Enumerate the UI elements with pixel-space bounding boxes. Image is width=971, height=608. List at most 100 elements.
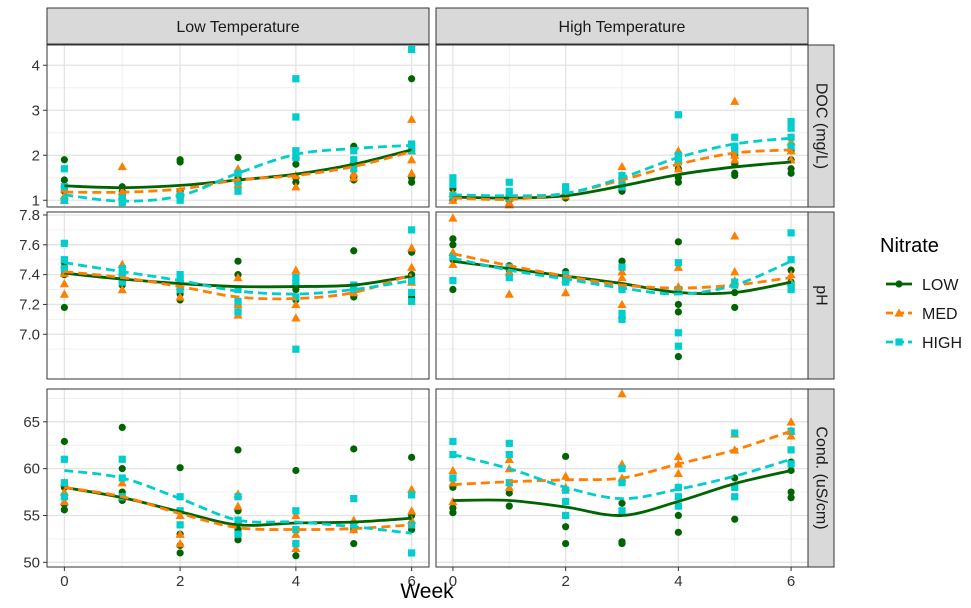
data-point-low xyxy=(292,160,300,168)
data-point-med xyxy=(504,454,514,463)
panel-border xyxy=(435,388,809,568)
data-point-low xyxy=(350,445,358,453)
x-tick-label: 6 xyxy=(787,573,795,590)
data-point-low xyxy=(505,489,513,497)
data-point-high xyxy=(234,530,242,538)
data-point-high xyxy=(408,288,416,297)
data-point-high xyxy=(562,278,570,286)
data-point-low xyxy=(618,499,626,507)
y-tick-label: 7.2 xyxy=(19,296,40,313)
panel-r0-c1 xyxy=(435,44,809,209)
legend-title: Nitrate xyxy=(880,235,939,257)
data-point-low xyxy=(731,171,739,180)
legend-marker-key xyxy=(895,280,903,288)
row-strip: Cond. (uS/cm) xyxy=(807,388,835,568)
data-point-high xyxy=(505,263,513,271)
data-point-high xyxy=(674,111,682,119)
data-point-med xyxy=(673,468,683,477)
data-point-med xyxy=(233,501,243,510)
data-point-med xyxy=(291,313,301,322)
data-point-med xyxy=(448,195,458,204)
data-point-high xyxy=(618,465,626,473)
data-point-med xyxy=(117,478,127,487)
data-point-low xyxy=(118,423,126,432)
data-point-high xyxy=(505,187,513,195)
data-point-med xyxy=(407,506,417,515)
data-point-low xyxy=(449,285,457,294)
data-point-high xyxy=(176,275,184,283)
data-point-high xyxy=(449,174,457,182)
data-point-high xyxy=(292,525,300,534)
data-point-med xyxy=(407,155,417,164)
data-point-low xyxy=(449,235,457,243)
data-point-high xyxy=(234,493,242,501)
data-point-high xyxy=(118,271,126,279)
data-point-low xyxy=(674,178,682,186)
data-point-high xyxy=(674,285,682,294)
data-point-med xyxy=(59,278,69,288)
data-point-high xyxy=(408,549,416,557)
data-point-high xyxy=(787,281,795,289)
column-strip-label: High Temperature xyxy=(559,19,686,36)
data-point-high xyxy=(408,297,416,306)
x-tick-label: 2 xyxy=(176,573,184,590)
y-tick-label: 4 xyxy=(32,57,40,74)
data-point-low xyxy=(408,178,416,186)
data-point-high xyxy=(787,256,795,264)
data-point-high xyxy=(292,153,300,162)
data-point-med xyxy=(291,265,301,274)
data-point-low xyxy=(674,353,682,361)
data-point-med xyxy=(561,471,571,480)
data-point-low xyxy=(674,308,682,316)
data-point-high xyxy=(292,147,300,155)
data-point-med xyxy=(673,164,683,173)
data-point-low xyxy=(60,437,68,446)
trend-line-high xyxy=(64,143,412,203)
x-tick-label: 4 xyxy=(674,573,682,590)
row-strip: pH xyxy=(807,211,835,380)
data-point-high xyxy=(234,308,242,316)
data-point-high xyxy=(350,165,358,173)
trend-line-high xyxy=(452,136,792,198)
data-point-med xyxy=(117,161,127,171)
data-point-med xyxy=(349,173,359,182)
data-point-med xyxy=(407,168,417,177)
data-point-high xyxy=(562,486,570,494)
data-point-high xyxy=(562,187,570,195)
data-point-high xyxy=(674,493,682,501)
y-tick-label: 2 xyxy=(32,147,40,164)
data-point-low xyxy=(449,241,457,249)
data-point-low xyxy=(674,528,682,536)
data-point-low xyxy=(350,247,358,255)
data-point-low xyxy=(234,536,242,544)
trend-line-high xyxy=(64,261,412,296)
x-tick-label: 0 xyxy=(60,573,68,590)
x-tick-label: 2 xyxy=(561,573,569,590)
data-point-high xyxy=(674,502,682,510)
data-point-high xyxy=(618,178,626,186)
data-point-high xyxy=(118,278,126,286)
trend-line-med xyxy=(64,485,412,531)
data-point-high xyxy=(118,194,126,202)
y-tick-label: 7.6 xyxy=(19,237,40,254)
trend-line-low xyxy=(452,259,792,296)
row-strip-label: DOC (mg/L) xyxy=(813,83,830,169)
data-point-low xyxy=(674,300,682,309)
data-point-med xyxy=(673,262,683,271)
data-point-med xyxy=(786,270,796,279)
data-point-high xyxy=(60,455,68,463)
data-point-high xyxy=(292,279,300,288)
data-point-med xyxy=(730,150,740,159)
y-tick-label: 1 xyxy=(32,192,40,209)
data-point-high xyxy=(731,429,739,437)
trend-line-med xyxy=(452,429,792,486)
data-point-low xyxy=(408,75,416,83)
data-point-med xyxy=(730,231,740,240)
data-point-low xyxy=(60,156,68,164)
data-point-low xyxy=(449,509,457,517)
data-point-high xyxy=(505,178,513,186)
data-point-med xyxy=(448,259,458,268)
data-point-high xyxy=(292,507,300,515)
data-point-high xyxy=(60,239,68,247)
